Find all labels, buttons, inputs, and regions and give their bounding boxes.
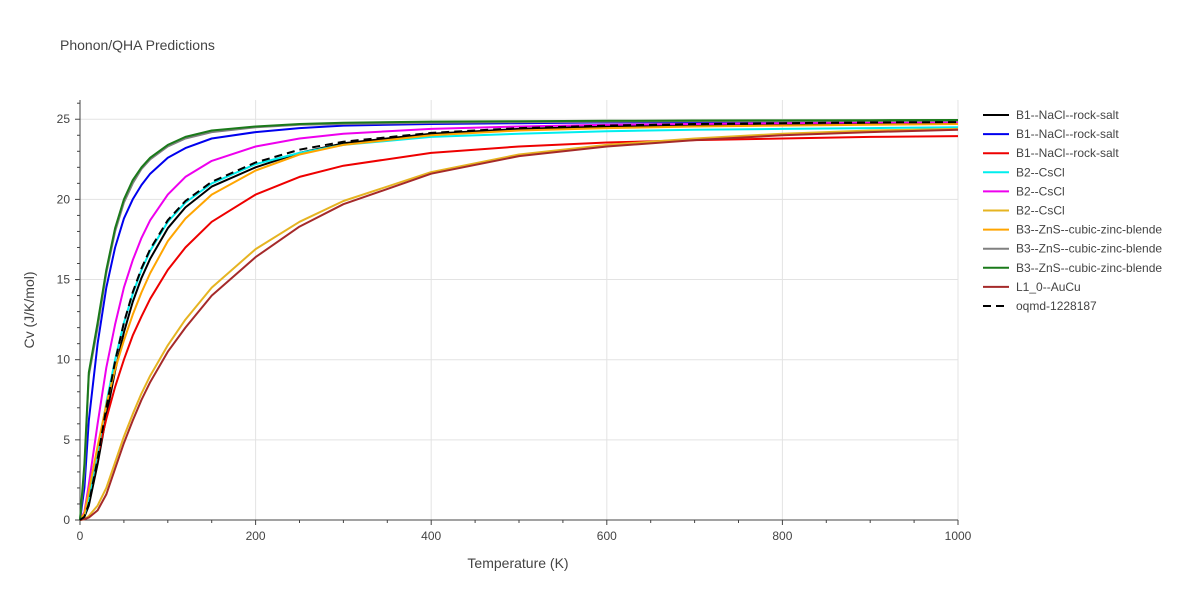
legend-label: B1--NaCl--rock-salt bbox=[1016, 108, 1119, 122]
y-axis-title: Cv (J/K/mol) bbox=[21, 272, 37, 349]
series-line bbox=[79, 128, 959, 521]
legend-label: oqmd-1228187 bbox=[1016, 299, 1097, 313]
grid-lines bbox=[80, 100, 959, 520]
legend-label: B3--ZnS--cubic-zinc-blende bbox=[1016, 261, 1162, 275]
legend-label: B1--NaCl--rock-salt bbox=[1016, 127, 1119, 141]
series-line bbox=[79, 127, 959, 521]
y-tick-label: 15 bbox=[57, 273, 71, 287]
legend-label: B2--CsCl bbox=[1016, 204, 1065, 218]
series-line bbox=[79, 119, 959, 521]
series-line bbox=[79, 121, 959, 521]
y-tick-label: 20 bbox=[57, 192, 71, 206]
x-tick-label: 600 bbox=[597, 529, 617, 543]
y-tick-label: 10 bbox=[57, 353, 71, 367]
legend: B1--NaCl--rock-salt B1--NaCl--rock-salt B1… bbox=[983, 108, 1162, 313]
axes: 0 200 400 600 800 1000 0 5 10 15 20 25 bbox=[57, 100, 972, 543]
x-tick-label: 1000 bbox=[945, 529, 972, 543]
series-line bbox=[79, 121, 959, 521]
series-line bbox=[79, 121, 959, 521]
legend-label: B1--NaCl--rock-salt bbox=[1016, 146, 1119, 160]
y-tick-label: 0 bbox=[63, 513, 70, 527]
legend-label: B2--CsCl bbox=[1016, 184, 1065, 198]
series-line bbox=[79, 119, 959, 521]
series-line bbox=[79, 135, 959, 521]
x-tick-label: 400 bbox=[421, 529, 441, 543]
x-axis-title: Temperature (K) bbox=[467, 555, 568, 571]
series-line bbox=[79, 123, 959, 521]
legend-label: B3--ZnS--cubic-zinc-blende bbox=[1016, 242, 1162, 256]
legend-label: B2--CsCl bbox=[1016, 165, 1065, 179]
x-tick-label: 0 bbox=[77, 529, 84, 543]
y-tick-label: 5 bbox=[63, 433, 70, 447]
legend-label: B3--ZnS--cubic-zinc-blende bbox=[1016, 223, 1162, 237]
x-tick-label: 200 bbox=[246, 529, 266, 543]
x-tick-label: 800 bbox=[772, 529, 792, 543]
series-line bbox=[79, 119, 959, 521]
y-tick-label: 25 bbox=[57, 112, 71, 126]
chart-title: Phonon/QHA Predictions bbox=[60, 37, 215, 53]
legend-label: L1_0--AuCu bbox=[1016, 280, 1081, 294]
series-lines bbox=[79, 119, 959, 521]
